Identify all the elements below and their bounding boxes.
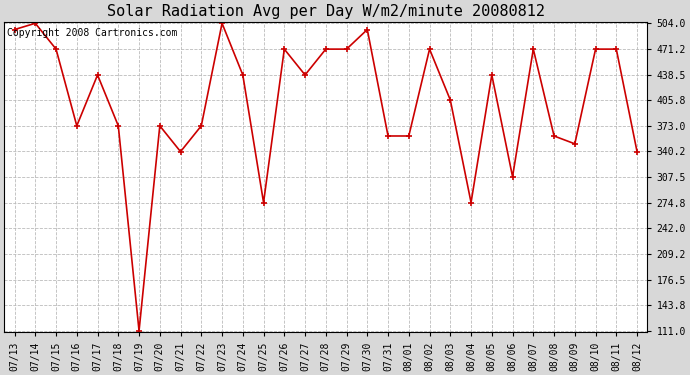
Title: Solar Radiation Avg per Day W/m2/minute 20080812: Solar Radiation Avg per Day W/m2/minute … (107, 4, 545, 19)
Text: Copyright 2008 Cartronics.com: Copyright 2008 Cartronics.com (8, 28, 178, 38)
